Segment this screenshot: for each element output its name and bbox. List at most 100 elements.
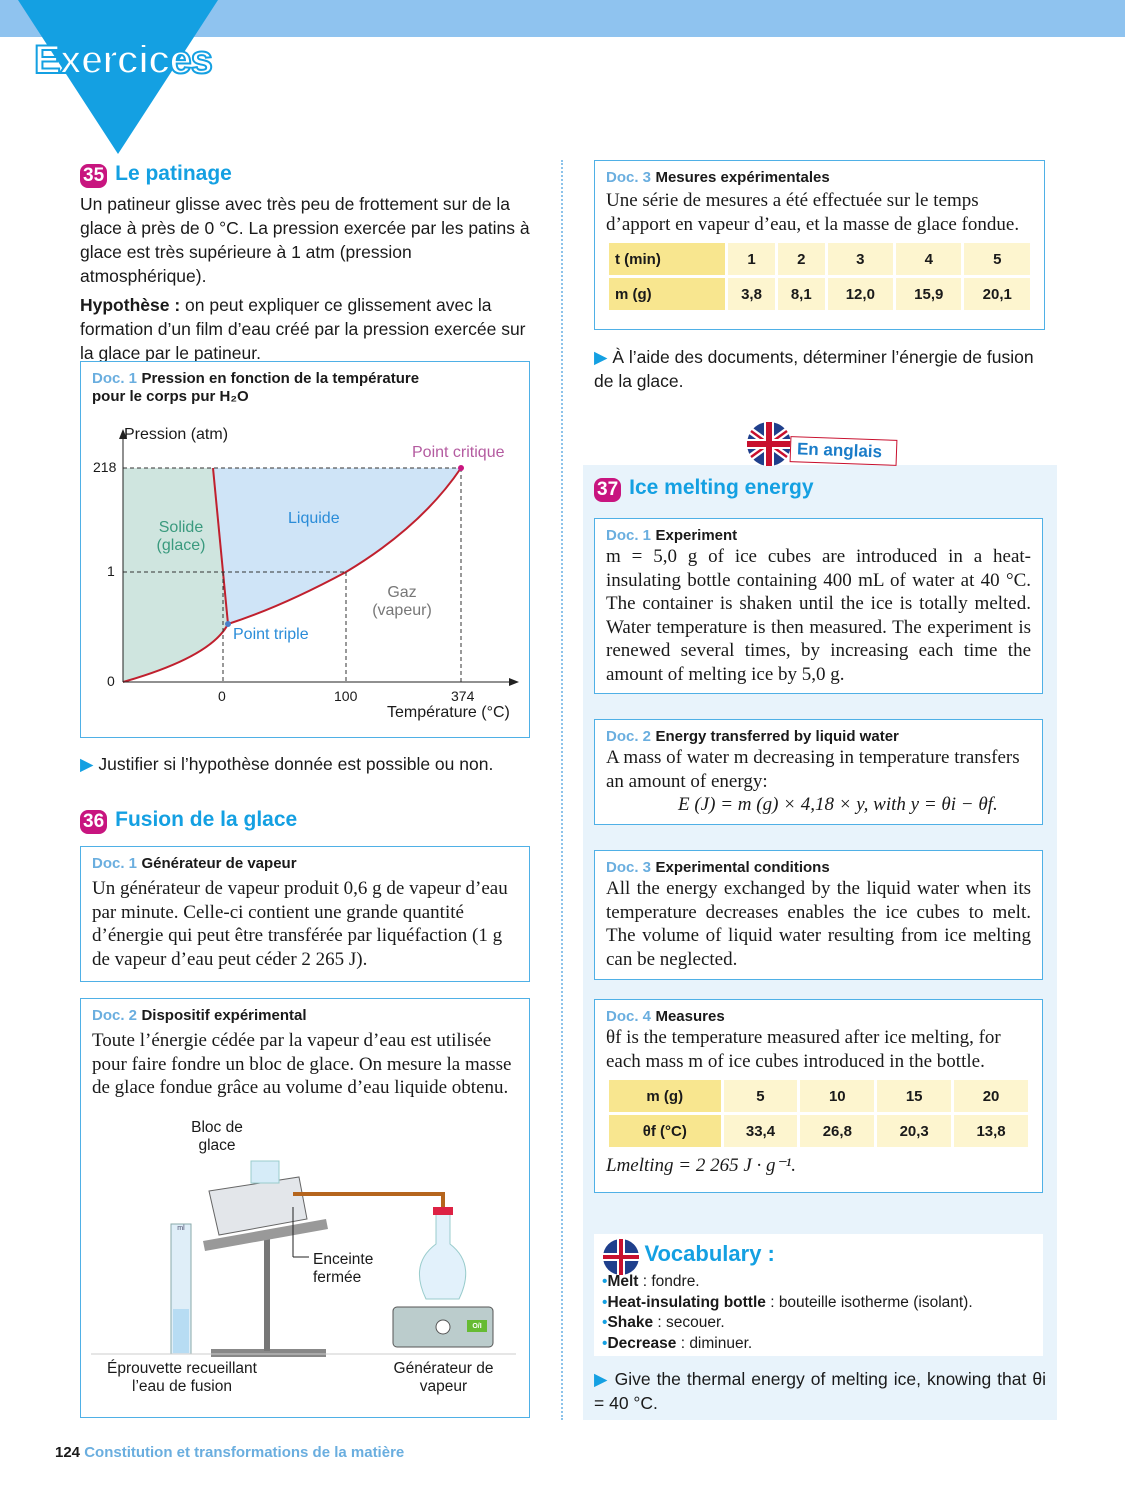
table-cell: 26,8 bbox=[800, 1115, 875, 1147]
guide-lines bbox=[123, 467, 462, 682]
question-35: ▶ Justifier si l’hypothèse donnée est po… bbox=[80, 752, 493, 776]
ice-block bbox=[250, 1160, 280, 1184]
table-cell: 15,9 bbox=[896, 278, 962, 310]
critical-point bbox=[458, 465, 464, 471]
doc-36-3: Doc. 3 Mesures expérimentales Une série … bbox=[594, 160, 1045, 330]
triple-point bbox=[225, 621, 231, 627]
vocabulary-item: •Melt : fondre. bbox=[602, 1273, 700, 1290]
header-triangle bbox=[18, 0, 218, 154]
row-header: θf (°C) bbox=[609, 1115, 721, 1147]
vocabulary-item: •Heat-insulating bottle : bouteille isot… bbox=[602, 1293, 973, 1311]
doc-37-1: Doc. 1 Experiment m = 5,0 g of ice cubes… bbox=[594, 518, 1043, 694]
arrow-icon: ▶ bbox=[594, 1369, 609, 1389]
table-cell: 20 bbox=[954, 1080, 1028, 1112]
table-cell: 33,4 bbox=[723, 1115, 798, 1147]
doc-title: Générateur de vapeur bbox=[141, 855, 297, 872]
flask bbox=[419, 1208, 467, 1300]
flask-stopper bbox=[433, 1207, 453, 1215]
formula: E (J) = m (g) × 4,18 × y, with y = θi − … bbox=[678, 794, 998, 815]
table-cell: 3 bbox=[827, 243, 894, 275]
arrow-icon: ▶ bbox=[80, 754, 94, 774]
exercise-37-header: 37 Ice melting energy bbox=[594, 476, 814, 502]
vocabulary-term: Decrease bbox=[607, 1334, 677, 1352]
table-row: m (g) 3,8 8,1 12,0 15,9 20,1 bbox=[609, 278, 1030, 310]
table-cell: 2 bbox=[777, 243, 825, 275]
uk-flag-icon bbox=[603, 1239, 639, 1275]
stand bbox=[264, 1239, 270, 1351]
vocabulary-term: Heat-insulating bottle bbox=[607, 1293, 766, 1311]
footer: 124 Constitution et transformations de l… bbox=[55, 1444, 404, 1461]
doc-title: Mesures expérimentales bbox=[655, 169, 830, 186]
vocabulary-term: Melt bbox=[607, 1273, 639, 1290]
x-tick: 374 bbox=[451, 688, 475, 704]
table-cell: 12,0 bbox=[827, 278, 894, 310]
doc-text: All the energy exchanged by the liquid w… bbox=[606, 878, 1031, 970]
exercise-number: 35 bbox=[80, 163, 108, 188]
hypothesis: Hypothèse : on peut expliquer ce glissem… bbox=[80, 293, 532, 365]
doc-label: Doc. 4 bbox=[606, 1008, 652, 1025]
question-text: Give the thermal energy of melting ice, … bbox=[594, 1369, 1046, 1413]
doc-label: Doc. 2 bbox=[92, 1007, 138, 1024]
solid-label: Solide (glace) bbox=[156, 519, 206, 554]
collected-water bbox=[173, 1309, 189, 1353]
vocabulary-translation: fondre. bbox=[651, 1273, 700, 1290]
x-axis-label: Température (°C) bbox=[387, 704, 510, 721]
doc-title: Pression en fonction de la température p… bbox=[92, 370, 420, 405]
stand-base bbox=[211, 1349, 326, 1357]
gas-label: Gaz (vapeur) bbox=[372, 584, 432, 619]
doc-label: Doc. 2 bbox=[606, 728, 652, 745]
hypothesis-text: on peut expliquer ce glissement avec la … bbox=[80, 294, 526, 363]
critical-label: Point critique bbox=[412, 444, 505, 461]
doc-37-4: Doc. 4 Measures θf is the temperature me… bbox=[594, 999, 1043, 1193]
ice-block-label: Bloc de glace bbox=[191, 1119, 243, 1154]
triple-label: Point triple bbox=[233, 626, 309, 643]
tilted-plate bbox=[203, 1219, 328, 1251]
measures-table: t (min) 1 2 3 4 5 m (g) 3,8 8,1 12,0 15,9 20,1 bbox=[606, 240, 1033, 313]
exercise-number: 37 bbox=[594, 477, 622, 502]
doc-title: Experiment bbox=[655, 527, 738, 544]
cylinder-label: Éprouvette recueillant l’eau de fusion bbox=[107, 1360, 257, 1395]
cylinder-unit-label: ml bbox=[177, 1225, 185, 1232]
doc-title: Measures bbox=[655, 1008, 725, 1025]
power-switch-label: O/I bbox=[472, 1323, 482, 1330]
exercise-text: Un patineur glisse avec très peu de frot… bbox=[80, 193, 530, 286]
solid-region bbox=[123, 468, 228, 682]
bullet-icon: • bbox=[602, 1334, 608, 1352]
x-tick: 100 bbox=[334, 688, 358, 704]
doc-text: Un générateur de vapeur produit 0,6 g de… bbox=[92, 878, 508, 970]
x-axis-arrow bbox=[509, 678, 519, 686]
table-cell: 20,3 bbox=[877, 1115, 952, 1147]
doc-35-1: Doc. 1 Pression en fonction de la tempér… bbox=[80, 361, 530, 738]
generator-label: Générateur de vapeur bbox=[393, 1360, 494, 1395]
doc-37-2: Doc. 2 Energy transferred by liquid wate… bbox=[594, 719, 1043, 825]
y-axis-arrow bbox=[119, 429, 127, 439]
bullet-icon: • bbox=[602, 1293, 608, 1311]
doc-title: Experimental conditions bbox=[655, 859, 830, 876]
doc-text: m = 5,0 g of ice cubes are introduced in… bbox=[606, 546, 1031, 685]
steam-pipe bbox=[293, 1192, 445, 1209]
hypothesis-label: Hypothèse : bbox=[80, 294, 181, 315]
table-cell: 5 bbox=[964, 243, 1030, 275]
bullet-icon: • bbox=[602, 1273, 608, 1290]
vocabulary-box: Vocabulary : •Melt : fondre. •Heat-insula… bbox=[594, 1234, 1043, 1356]
y-tick: 1 bbox=[107, 563, 115, 579]
row-header: m (g) bbox=[609, 1080, 721, 1112]
doc-36-1: Doc. 1 Générateur de vapeur Un générateu… bbox=[80, 846, 530, 982]
vaporization-curve bbox=[227, 467, 462, 625]
power-switch bbox=[467, 1320, 487, 1332]
doc-text: θf is the temperature measured after ice… bbox=[606, 1027, 1001, 1072]
vocabulary-term: Shake bbox=[607, 1314, 654, 1331]
row-header: m (g) bbox=[609, 278, 726, 310]
container-label: Enceinte fermée bbox=[313, 1251, 374, 1286]
doc-label: Doc. 3 bbox=[606, 169, 652, 186]
vocabulary-item: •Shake : secouer. bbox=[602, 1314, 725, 1331]
exercise-35: 35 Le patinage Un patineur glisse avec tr… bbox=[80, 162, 532, 365]
table-cell: 10 bbox=[800, 1080, 875, 1112]
table-cell: 8,1 bbox=[777, 278, 825, 310]
vocabulary-translation: diminuer. bbox=[689, 1334, 753, 1352]
doc-label: Doc. 1 bbox=[606, 527, 652, 544]
uk-flag-icon bbox=[747, 422, 791, 466]
liquid-label: Liquide bbox=[288, 510, 340, 527]
vocabulary-list: •Melt : fondre. •Heat-insulating bottle :… bbox=[602, 1272, 1035, 1354]
english-badge: En anglais bbox=[789, 436, 898, 466]
